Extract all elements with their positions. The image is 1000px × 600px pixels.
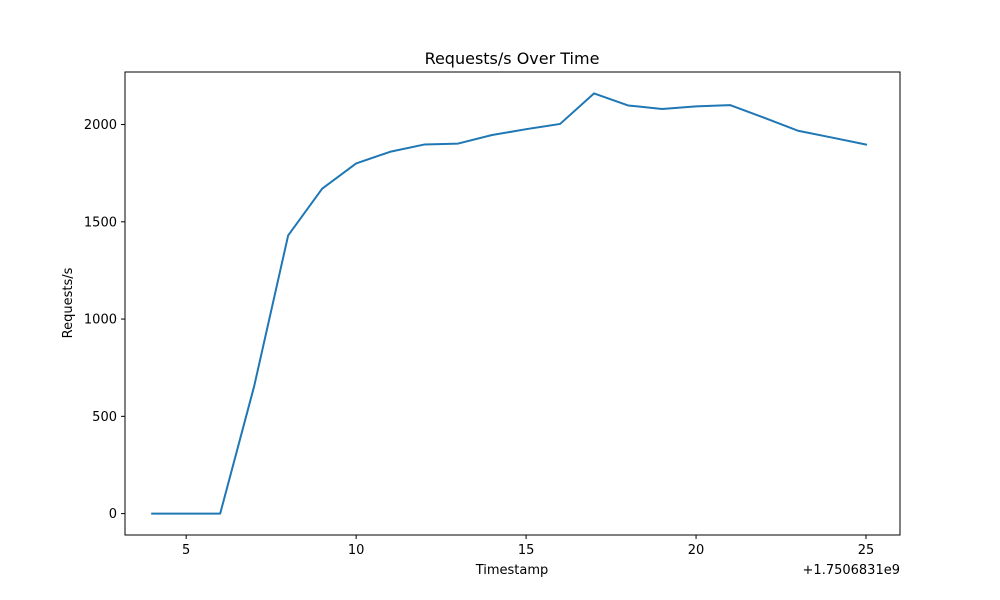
x-axis-ticks: 5 10 15 20 25	[182, 535, 874, 558]
x-axis-label: Timestamp	[475, 563, 549, 578]
x-axis-offset-label: +1.7506831e9	[803, 563, 900, 578]
x-tick-label: 10	[348, 543, 365, 558]
series-layer	[151, 92, 868, 515]
plot-background	[125, 72, 900, 535]
x-tick-label: 15	[518, 543, 535, 558]
series-line-0	[151, 92, 868, 515]
y-tick-label: 2000	[84, 118, 117, 133]
plot-frame	[124, 71, 901, 536]
y-tick-label: 1000	[84, 313, 117, 328]
y-tick-label: 1500	[84, 215, 117, 230]
y-tick-label: 0	[109, 507, 117, 522]
x-tick-label: 5	[182, 543, 190, 558]
y-axis-ticks: 0 500 1000 1500 2000	[84, 118, 125, 522]
x-tick-label: 20	[688, 543, 705, 558]
x-tick-label: 25	[858, 543, 875, 558]
chart-title: Requests/s Over Time	[425, 49, 600, 68]
y-tick-label: 500	[92, 410, 117, 425]
y-axis-label: Requests/s	[61, 267, 76, 338]
